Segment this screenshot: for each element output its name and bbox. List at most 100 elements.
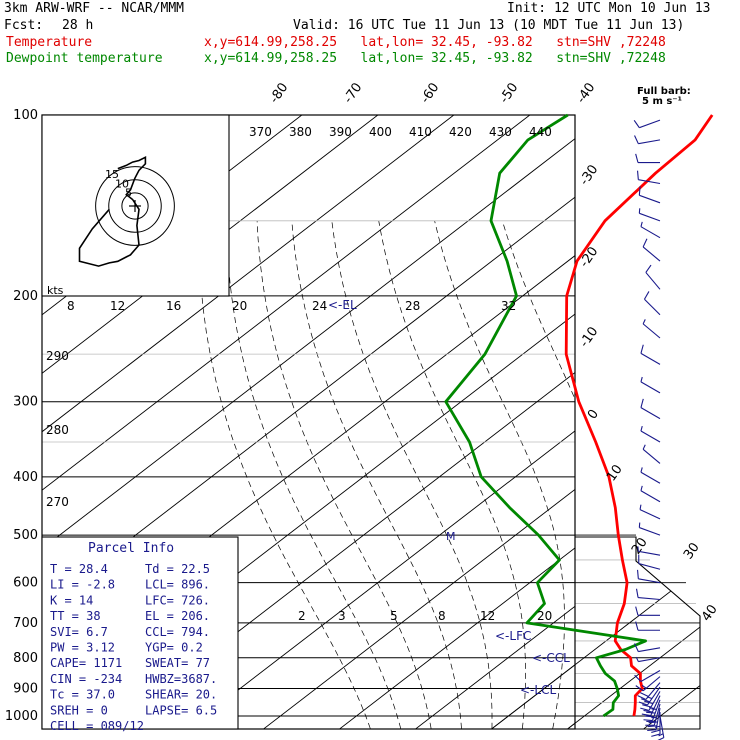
parcel-value-right: YGP= 0.2 xyxy=(145,641,203,655)
parcel-value-right: SWEAT= 77 xyxy=(145,656,210,670)
wind-barb-flag xyxy=(655,725,661,728)
temperature-legend: Temperature xyxy=(6,35,93,50)
dry-adiabat-label: 280 xyxy=(46,423,69,437)
wind-barb xyxy=(642,448,661,464)
wind-barb xyxy=(638,647,661,653)
pressure-label: 400 xyxy=(13,470,38,485)
hodograph-ring-label: 10 xyxy=(115,177,129,190)
pressure-label: 100 xyxy=(13,108,38,123)
moist-adiabat xyxy=(674,221,740,729)
pressure-label: 800 xyxy=(13,651,38,666)
isotherm-label: 40 xyxy=(699,602,721,624)
wind-barb-flag xyxy=(642,238,648,248)
dewpoint-legend: Dewpoint temperature xyxy=(6,51,163,66)
wind-barb-flag xyxy=(646,711,656,714)
wind-barb-flag xyxy=(633,120,640,129)
moist-label: 12 xyxy=(110,299,125,313)
wind-barb-flag xyxy=(640,344,644,354)
wind-barb xyxy=(638,578,661,584)
wind-barb xyxy=(638,139,661,145)
parcel-value-left: K = 14 xyxy=(50,593,93,607)
wind-barb-flag xyxy=(645,264,652,273)
moist-label: 8 xyxy=(67,299,75,313)
dry-adiabat-label: 270 xyxy=(46,495,69,509)
wind-barb-flag xyxy=(640,692,649,697)
pressure-label: 1000 xyxy=(5,709,38,724)
hodograph-ring xyxy=(95,166,175,246)
isotherm-label: -70 xyxy=(341,80,365,106)
wind-barb-flag xyxy=(634,643,639,652)
wind-barb-flag xyxy=(642,704,652,708)
pressure-label: 600 xyxy=(13,576,38,591)
wind-barb-flag xyxy=(635,685,644,692)
parcel-value-right: CCL= 794. xyxy=(145,625,210,639)
isotherm-line xyxy=(339,547,575,729)
wind-barb-flag xyxy=(649,707,655,709)
wind-barb xyxy=(640,381,661,394)
wind-barb xyxy=(640,352,661,365)
isotherm-label: -30 xyxy=(577,162,601,188)
parcel-box xyxy=(41,536,239,730)
ccl-marker: <-CCL xyxy=(532,651,570,665)
isotherm-line xyxy=(111,371,575,729)
wind-barb xyxy=(642,246,661,262)
wind-barb-flag xyxy=(635,153,639,163)
valid-time: Valid: 16 UTC Tue 11 Jun 13 (10 MDT Tue … xyxy=(293,18,685,33)
wind-barb-flag xyxy=(640,221,643,227)
theta-label: 380 xyxy=(289,125,312,139)
wind-barb xyxy=(640,490,661,503)
isotherm-label: -60 xyxy=(418,80,442,106)
temperature-profile xyxy=(564,114,714,717)
wind-barb xyxy=(639,509,661,520)
lcl-marker: <-LCL xyxy=(520,683,556,697)
forecast-hour: 28 h xyxy=(62,18,94,33)
hodograph-units: kts xyxy=(47,284,64,297)
moist-adiabat xyxy=(291,220,462,729)
dry-adiabat-label: 290 xyxy=(46,349,69,363)
isotherm-label: 10 xyxy=(604,462,626,484)
isotherm-line xyxy=(42,196,575,608)
wind-barb xyxy=(639,212,661,222)
wind-barb-flag xyxy=(638,186,641,196)
parcel-value-left: Tc = 37.0 xyxy=(50,688,115,702)
moist-label: 16 xyxy=(166,299,181,313)
parcel-value-right: SHEAR= 20. xyxy=(145,688,217,702)
theta-label: 430 xyxy=(489,125,512,139)
parcel-value-left: CELL = 089/12 xyxy=(50,719,144,733)
el-marker: <-EL xyxy=(328,298,357,312)
parcel-title: Parcel Info xyxy=(88,541,174,556)
wind-barb-flag xyxy=(634,674,642,682)
wind-barb xyxy=(638,657,661,663)
pressure-label: 900 xyxy=(13,681,38,696)
dewpoint-location: x,y=614.99,258.25 lat,lon= 32.45, -93.82… xyxy=(204,51,666,66)
frame-extension xyxy=(575,536,701,730)
wind-barb-flag xyxy=(651,729,661,733)
isotherm-line xyxy=(42,115,379,374)
parcel-value-left: TT = 38 xyxy=(50,609,101,623)
theta-label: 370 xyxy=(249,125,272,139)
lfc-marker: <-LFC xyxy=(495,629,531,643)
wind-barb xyxy=(639,119,661,129)
isotherm-line xyxy=(415,605,575,729)
wind-barb-flag xyxy=(640,376,643,383)
wind-barb-flag xyxy=(644,715,654,718)
wind-barb-flag xyxy=(634,135,639,144)
parcel-value-right: LFC= 726. xyxy=(145,593,210,607)
mixing-label: 20 xyxy=(537,609,552,623)
wind-barb-flag xyxy=(647,729,657,732)
wind-barb-flag xyxy=(658,733,664,737)
pressure-label: 300 xyxy=(13,395,38,410)
moist-adiabat xyxy=(226,220,402,729)
mixing-label: 3 xyxy=(338,609,346,623)
wind-barb xyxy=(645,272,661,290)
wind-barb-flag xyxy=(638,701,648,706)
wind-barb xyxy=(640,471,661,484)
wind-barb-flag xyxy=(640,485,643,491)
wind-barb xyxy=(640,407,661,420)
isotherm-label: 30 xyxy=(681,540,703,562)
isotherm-label: 20 xyxy=(629,535,651,557)
isotherm-line xyxy=(263,488,575,729)
hodograph-ring xyxy=(121,192,149,220)
moist-adiabat xyxy=(331,220,493,729)
